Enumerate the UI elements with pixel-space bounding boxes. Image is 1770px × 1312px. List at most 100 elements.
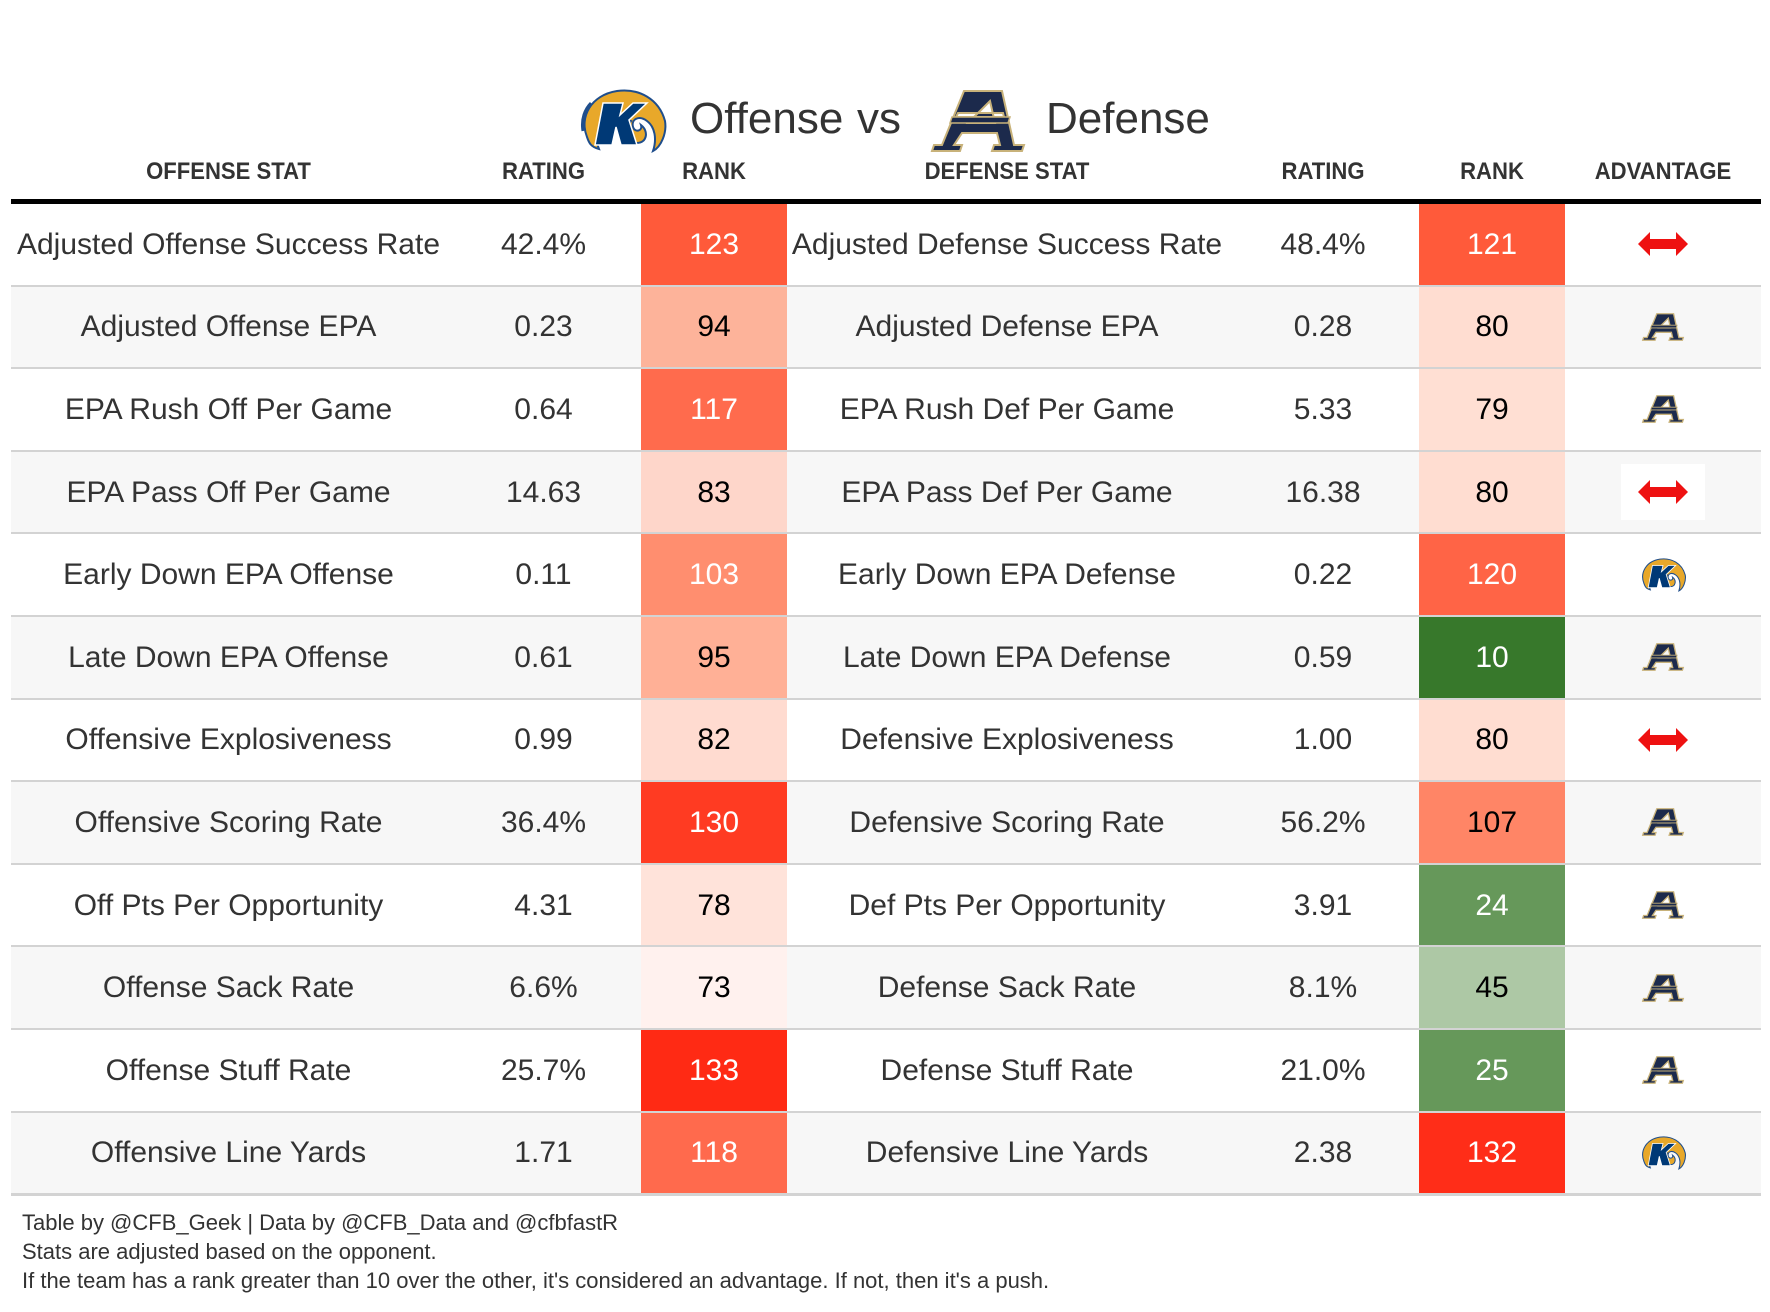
- kent-state-logo-icon: [577, 87, 669, 155]
- offense-stat-name: Offensive Explosiveness: [65, 723, 392, 757]
- offense-rank: 103: [641, 534, 787, 615]
- table-row: Off Pts Per Opportunity 4.31 78 Def Pts Per…: [11, 864, 1761, 948]
- defense-rating: 2.38: [1293, 1136, 1353, 1170]
- defense-rating: 48.4%: [1280, 227, 1366, 261]
- offense-stat-name: Adjusted Offense Success Rate: [16, 227, 441, 261]
- defense-rating: 56.2%: [1280, 805, 1366, 839]
- offense-rank: 118: [641, 1112, 787, 1194]
- advantage-cell: [1565, 700, 1761, 781]
- offense-rank: 133: [641, 1029, 787, 1111]
- table-row: Offense Stuff Rate 25.7% 133 Defense Stuff …: [11, 1029, 1761, 1113]
- kent-state-logo-icon: [1621, 547, 1705, 603]
- defense-rating: 5.33: [1293, 392, 1353, 426]
- table-row: Offense Sack Rate 6.6% 73 Defense Sack Rate…: [11, 947, 1761, 1030]
- table-row: Adjusted Offense Success Rate 42.4% 123 Adj…: [11, 204, 1761, 287]
- defense-rank: 107: [1419, 782, 1565, 863]
- offense-rating: 0.64: [514, 392, 573, 426]
- akron-logo-icon: [1621, 629, 1705, 685]
- footer: Table by @CFB_Geek | Data by @CFB_Data a…: [22, 1208, 1049, 1295]
- defense-rating: 0.59: [1293, 640, 1353, 674]
- defense-rank: 121: [1419, 204, 1565, 285]
- defense-stat-name: EPA Pass Def Per Game: [841, 475, 1173, 509]
- table-body: Adjusted Offense Success Rate 42.4% 123 Adj…: [11, 204, 1761, 1197]
- offense-rank: 130: [641, 782, 787, 863]
- offense-stat-name: Offensive Line Yards: [90, 1136, 367, 1170]
- offense-rank: 123: [641, 204, 787, 285]
- advantage-cell: [1565, 782, 1761, 863]
- vs-label: vs: [857, 94, 901, 143]
- push-arrow-icon: [1621, 464, 1705, 521]
- defense-rating: 3.91: [1293, 888, 1353, 922]
- akron-logo-icon: [1621, 299, 1705, 355]
- offense-stat-name: Late Down EPA Offense: [68, 640, 389, 674]
- defense-rating: 8.1%: [1288, 971, 1358, 1005]
- defense-rank: 79: [1419, 369, 1565, 450]
- defense-stat-name: Late Down EPA Defense: [843, 640, 1171, 674]
- akron-logo-icon: [1621, 381, 1705, 437]
- akron-logo-icon: [1621, 794, 1705, 850]
- akron-logo-icon: [1621, 877, 1705, 933]
- defense-stat-name: Early Down EPA Defense: [838, 558, 1176, 592]
- defense-stat-name: Defensive Explosiveness: [840, 723, 1174, 757]
- defense-rank: 80: [1419, 699, 1565, 781]
- defense-rank: 24: [1419, 864, 1565, 946]
- defense-rank: 120: [1419, 534, 1565, 615]
- page-title: Offense vs Defense: [0, 40, 1770, 153]
- defense-label: Defense: [1046, 94, 1210, 143]
- table-row: Adjusted Offense EPA 0.23 94 Adjusted Defen…: [11, 286, 1761, 370]
- offense-stat-name: Offense Sack Rate: [102, 971, 355, 1005]
- offense-stat-name: Offensive Scoring Rate: [74, 805, 383, 839]
- table-header: OFFENSE STAT RATING RANK DEFENSE STAT RA…: [11, 150, 1761, 204]
- advantage-cell: [1565, 369, 1761, 450]
- table-row: Offensive Line Yards 1.71 118 Defensive Lin…: [11, 1112, 1761, 1197]
- defense-rank: 132: [1419, 1112, 1565, 1194]
- offense-rating: 36.4%: [500, 805, 587, 839]
- defense-stat-name: Adjusted Defense Success Rate: [791, 227, 1223, 261]
- offense-rank: 82: [641, 699, 787, 781]
- defense-rank: 80: [1419, 451, 1565, 533]
- table-row: Late Down EPA Offense 0.61 95 Late Down EPA…: [11, 616, 1761, 700]
- defense-stat-name: EPA Rush Def Per Game: [839, 392, 1175, 426]
- advantage-cell: [1565, 947, 1761, 1028]
- defense-stat-name: Defense Sack Rate: [877, 971, 1137, 1005]
- advantage-cell: [1565, 617, 1761, 698]
- defense-rating: 1.00: [1293, 723, 1353, 757]
- akron-logo-icon: [1621, 1042, 1705, 1098]
- defense-rank: 25: [1419, 1029, 1565, 1111]
- offense-label: Offense: [690, 94, 844, 143]
- offense-stat-name: Early Down EPA Offense: [63, 558, 394, 592]
- header-defense-stat: DEFENSE STAT: [924, 158, 1090, 185]
- advantage-cell: [1565, 452, 1761, 533]
- header-offense-rank: RANK: [682, 158, 746, 185]
- akron-logo-icon: [930, 87, 1026, 155]
- akron-logo-icon: [1621, 960, 1705, 1016]
- offense-rank: 95: [641, 616, 787, 698]
- header-offense-rating: RATING: [501, 158, 586, 185]
- advantage-cell: [1565, 1113, 1761, 1194]
- kent-state-logo-icon: [1621, 1125, 1705, 1181]
- footer-credit: Table by @CFB_Geek | Data by @CFB_Data a…: [22, 1210, 619, 1235]
- advantage-cell: [1565, 1030, 1761, 1111]
- offense-stat-name: Adjusted Offense EPA: [80, 310, 377, 344]
- table-row: EPA Pass Off Per Game 14.63 83 EPA Pass Def…: [11, 451, 1761, 535]
- header-advantage: ADVANTAGE: [1594, 158, 1732, 185]
- footer-note-adjusted: Stats are adjusted based on the opponent…: [22, 1239, 437, 1264]
- offense-rating: 0.23: [514, 310, 573, 344]
- offense-stat-name: EPA Pass Off Per Game: [66, 475, 391, 509]
- offense-rating: 14.63: [505, 475, 582, 509]
- offense-rank: 78: [641, 864, 787, 946]
- offense-rating: 6.6%: [509, 971, 578, 1005]
- offense-rating: 42.4%: [500, 227, 587, 261]
- offense-rating: 0.61: [514, 640, 573, 674]
- defense-rank: 10: [1419, 616, 1565, 698]
- offense-stat-name: EPA Rush Off Per Game: [64, 392, 393, 426]
- offense-rank: 73: [641, 947, 787, 1028]
- table-row: Early Down EPA Offense 0.11 103 Early Down …: [11, 534, 1761, 617]
- push-arrow-icon: [1621, 216, 1705, 272]
- header-defense-rating: RATING: [1281, 158, 1365, 185]
- offense-rating: 4.31: [514, 888, 573, 922]
- defense-stat-name: Adjusted Defense EPA: [855, 310, 1159, 344]
- defense-stat-name: Defensive Line Yards: [865, 1136, 1149, 1170]
- offense-stat-name: Off Pts Per Opportunity: [73, 888, 384, 922]
- defense-rating: 0.28: [1293, 310, 1353, 344]
